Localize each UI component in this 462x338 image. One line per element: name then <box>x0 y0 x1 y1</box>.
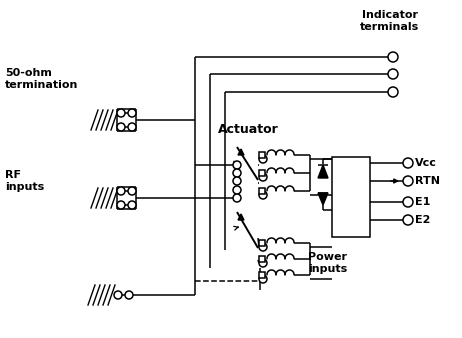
Circle shape <box>259 259 267 267</box>
Circle shape <box>403 215 413 225</box>
Polygon shape <box>238 214 244 220</box>
Circle shape <box>128 123 136 131</box>
Circle shape <box>117 201 125 209</box>
Circle shape <box>259 155 267 163</box>
Circle shape <box>388 69 398 79</box>
Circle shape <box>388 87 398 97</box>
Circle shape <box>233 169 241 177</box>
Text: Vcc: Vcc <box>415 158 437 168</box>
Circle shape <box>259 275 267 283</box>
Circle shape <box>117 109 125 117</box>
Circle shape <box>114 291 122 299</box>
Circle shape <box>259 173 267 181</box>
Bar <box>332 157 370 237</box>
Text: 50-ohm
termination: 50-ohm termination <box>5 68 79 90</box>
Circle shape <box>259 191 267 199</box>
Circle shape <box>117 187 125 195</box>
Bar <box>259 271 265 277</box>
Text: RTN: RTN <box>415 176 440 186</box>
Text: E1: E1 <box>415 197 431 207</box>
Circle shape <box>128 187 136 195</box>
Polygon shape <box>318 165 328 178</box>
Bar <box>259 151 265 158</box>
Circle shape <box>128 109 136 117</box>
Circle shape <box>403 176 413 186</box>
Circle shape <box>259 243 267 251</box>
Polygon shape <box>238 149 244 155</box>
Polygon shape <box>318 193 328 205</box>
Circle shape <box>128 201 136 209</box>
Circle shape <box>125 291 133 299</box>
Text: RF
inputs: RF inputs <box>5 170 44 192</box>
Circle shape <box>403 158 413 168</box>
Text: Indicator
terminals: Indicator terminals <box>360 10 419 31</box>
Text: Actuator: Actuator <box>218 123 279 136</box>
Bar <box>259 188 265 193</box>
Circle shape <box>233 194 241 202</box>
Circle shape <box>233 161 241 169</box>
Text: E2: E2 <box>415 215 431 225</box>
Circle shape <box>233 186 241 194</box>
Circle shape <box>117 123 125 131</box>
Bar <box>259 256 265 262</box>
Circle shape <box>403 197 413 207</box>
Circle shape <box>233 177 241 185</box>
Circle shape <box>388 52 398 62</box>
Bar <box>259 240 265 245</box>
Text: Power
inputs: Power inputs <box>308 252 347 273</box>
Text: TTL: TTL <box>343 197 360 207</box>
Bar <box>259 169 265 175</box>
